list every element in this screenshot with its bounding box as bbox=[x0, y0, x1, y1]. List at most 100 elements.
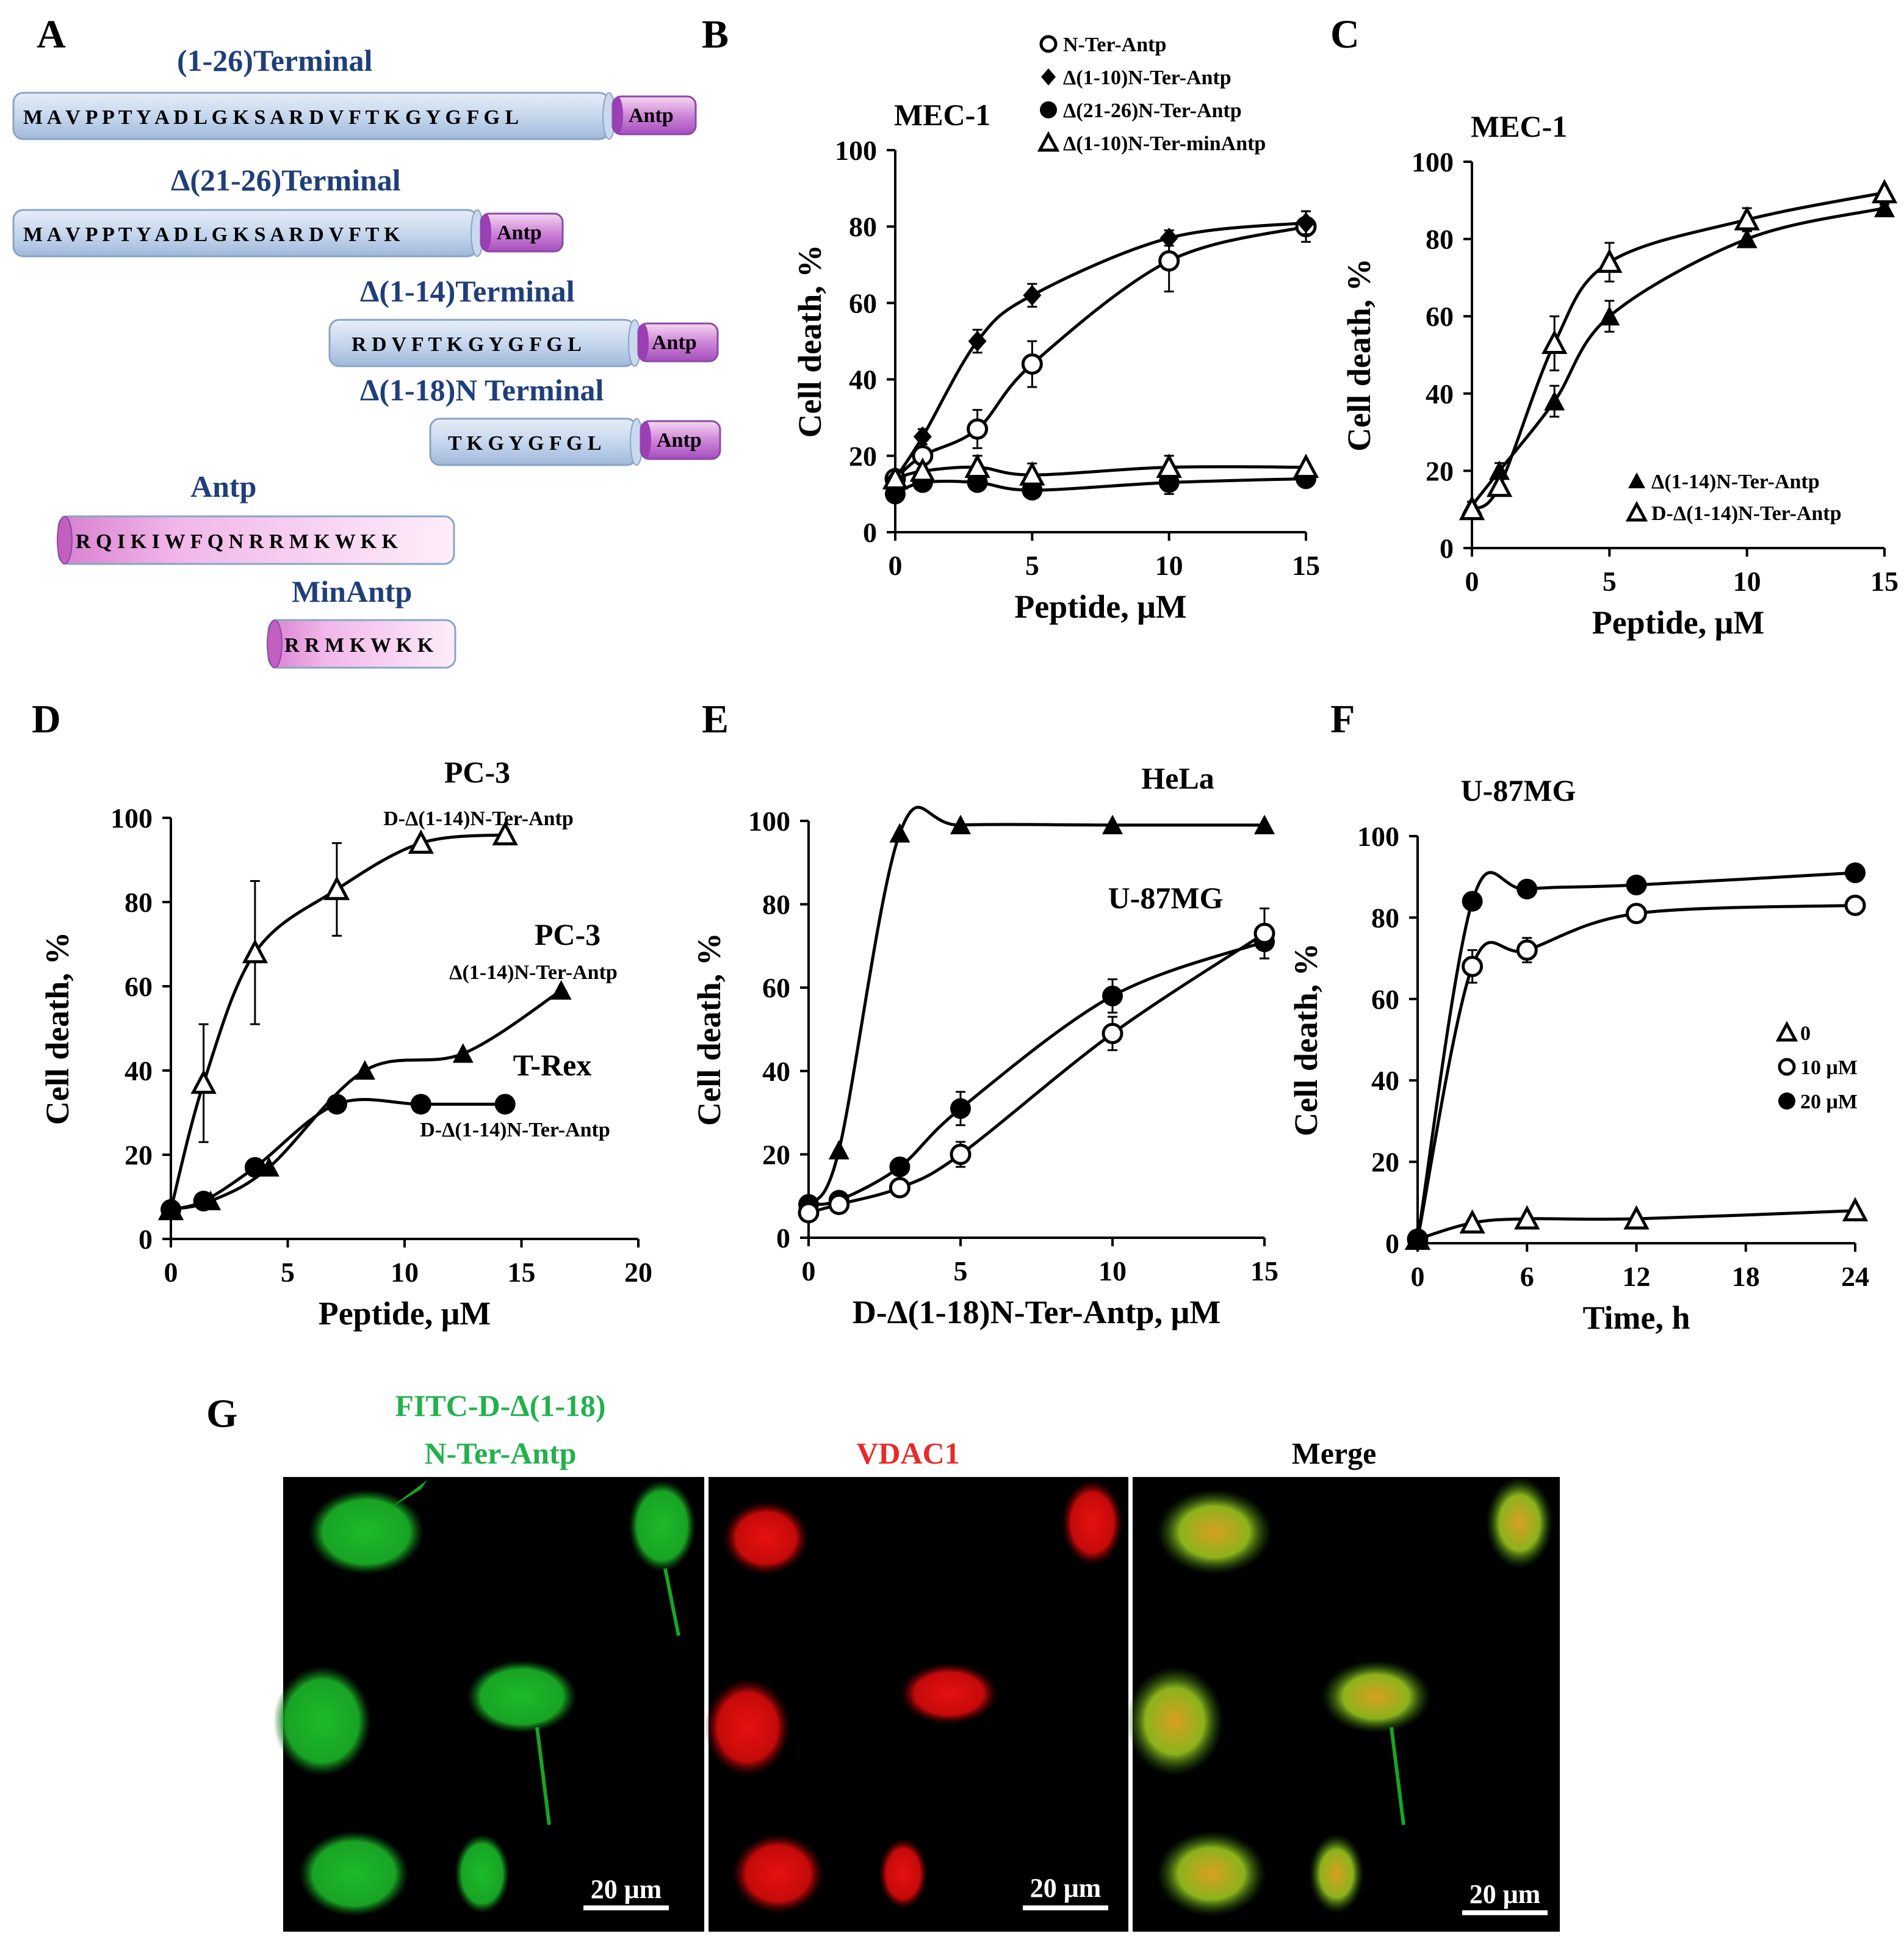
data-point bbox=[1486, 472, 1513, 497]
x-axis-label: Peptide, μM bbox=[319, 1295, 491, 1332]
data-point bbox=[1734, 206, 1760, 231]
data-point bbox=[889, 1177, 911, 1199]
x-axis-label: Time, h bbox=[1582, 1299, 1690, 1336]
data-point bbox=[1102, 1022, 1123, 1044]
panel-letter-g: G bbox=[206, 1392, 237, 1436]
antp-tag-label: Antp bbox=[652, 331, 697, 354]
data-point bbox=[909, 457, 936, 482]
x-axis-label: Peptide, μM bbox=[1014, 588, 1187, 625]
x-tick-label: 10 bbox=[1155, 550, 1183, 581]
y-tick-label: 40 bbox=[1371, 1065, 1399, 1096]
data-point bbox=[1778, 1092, 1795, 1110]
y-tick-label: 0 bbox=[139, 1224, 153, 1255]
series-line bbox=[894, 225, 1307, 480]
x-tick-label: 15 bbox=[1250, 1255, 1278, 1287]
x-tick-label: 5 bbox=[281, 1257, 295, 1288]
x-tick-label: 24 bbox=[1841, 1261, 1869, 1292]
series-line bbox=[1471, 206, 1885, 507]
data-point bbox=[1625, 500, 1648, 522]
cell-line-label: T-Rex bbox=[513, 1048, 592, 1082]
y-tick-label: 40 bbox=[124, 1055, 153, 1086]
data-point bbox=[1297, 212, 1315, 233]
peptide-sequence: M A V P P T Y A D L G K S A R D V F T K bbox=[23, 223, 400, 246]
data-point bbox=[1293, 453, 1319, 478]
legend-label: Δ(1-10)N-Ter-Antp bbox=[1063, 67, 1231, 89]
cell-line-label: PC-3 bbox=[535, 917, 600, 951]
series-line bbox=[1471, 191, 1885, 511]
chart-f: 0 6 12 18 24 0 20 40 60 80 100 Time, h Cell death, %… bbox=[1288, 773, 1869, 1336]
x-axis-label: D-Δ(1-18)N-Ter-Antp, μM bbox=[853, 1294, 1221, 1331]
data-point bbox=[1023, 284, 1042, 306]
data-point bbox=[1037, 131, 1060, 152]
series bbox=[1404, 1197, 1869, 1250]
data-point bbox=[1041, 68, 1056, 85]
y-tick-label: 80 bbox=[849, 211, 877, 242]
y-tick-label: 100 bbox=[1412, 146, 1454, 178]
data-point bbox=[1254, 814, 1275, 834]
series-line bbox=[895, 465, 1307, 480]
panel-letter-e: E bbox=[702, 697, 729, 742]
series-line bbox=[1416, 871, 1856, 1240]
x-tick-label: 15 bbox=[1292, 550, 1320, 581]
peptide-bar-1-14: R D V F T K G Y G F G L Antp bbox=[328, 319, 719, 367]
data-point bbox=[1874, 197, 1895, 217]
data-point bbox=[1462, 955, 1484, 977]
series bbox=[798, 806, 1275, 1214]
peptide-sequence: R D V F T K G Y G F G L bbox=[352, 333, 582, 356]
y-tick-label: 80 bbox=[1371, 902, 1399, 933]
data-point bbox=[1775, 1020, 1798, 1042]
y-tick-label: 60 bbox=[1426, 301, 1454, 332]
panel-letter-c: C bbox=[1330, 12, 1360, 57]
cell-line-label: PC-3 bbox=[444, 755, 510, 789]
data-point bbox=[193, 1190, 214, 1211]
chart-d: 0 5 10 15 20 0 20 40 60 80 100 Peptide, μM Cell deat… bbox=[39, 755, 652, 1332]
data-point bbox=[964, 453, 990, 478]
panel-letter-f: F bbox=[1330, 697, 1355, 742]
y-tick-label: 80 bbox=[124, 887, 153, 918]
data-point bbox=[1407, 1229, 1428, 1250]
legend-label: 10 μM bbox=[1800, 1056, 1858, 1079]
data-point bbox=[1019, 461, 1045, 486]
peptide-bar-1-18: T K G Y G F G L Antp bbox=[429, 417, 721, 466]
data-point bbox=[1516, 878, 1538, 900]
antp-tag-label: Antp bbox=[629, 104, 674, 127]
data-point bbox=[1039, 35, 1058, 53]
series bbox=[1459, 179, 1898, 521]
y-tick-label: 100 bbox=[748, 806, 790, 837]
y-tick-label: 40 bbox=[1426, 378, 1454, 410]
x-tick-label: 6 bbox=[1520, 1261, 1534, 1292]
data-point bbox=[1040, 101, 1057, 118]
peptide-label-minantp: MinAntp bbox=[292, 574, 412, 608]
x-tick-label: 0 bbox=[802, 1255, 816, 1287]
data-point bbox=[1156, 453, 1182, 478]
y-tick-label: 40 bbox=[849, 364, 877, 395]
data-point bbox=[242, 939, 269, 964]
chart-b: 0 5 10 15 0 20 40 60 80 100 Peptide, μM Cell death,… bbox=[792, 34, 1320, 625]
series-line bbox=[807, 806, 1264, 1205]
y-tick-label: 60 bbox=[1371, 984, 1399, 1015]
series bbox=[1407, 862, 1866, 1250]
data-point bbox=[190, 1069, 217, 1094]
data-point bbox=[828, 1193, 850, 1215]
data-point bbox=[1845, 862, 1866, 884]
y-tick-label: 0 bbox=[863, 517, 877, 548]
data-point bbox=[1844, 894, 1866, 916]
data-point bbox=[950, 1098, 971, 1119]
series bbox=[885, 468, 1316, 505]
scale-bar-label: 20 μm bbox=[591, 1874, 662, 1904]
data-point bbox=[1102, 985, 1123, 1006]
chart-c: 0 5 10 15 0 20 40 60 80 100 Peptide, μM Cell death,… bbox=[1341, 109, 1899, 641]
cell-line-label: U-87MG bbox=[1461, 773, 1576, 807]
data-point bbox=[1736, 228, 1758, 248]
data-point bbox=[1102, 814, 1123, 834]
peptide-bar-21-26: M A V P P T Y A D L G K S A R D V F T K … bbox=[12, 209, 564, 258]
data-point bbox=[1626, 903, 1647, 925]
x-tick-label: 0 bbox=[1411, 1261, 1425, 1292]
legend-label: Δ(1-14)N-Ter-Antp bbox=[1651, 471, 1820, 493]
series bbox=[798, 907, 1275, 1224]
data-point bbox=[244, 1157, 265, 1178]
y-tick-label: 80 bbox=[762, 889, 790, 920]
scale-bar-label: 20 μm bbox=[1469, 1879, 1541, 1909]
y-tick-label: 60 bbox=[762, 972, 790, 1003]
x-tick-label: 5 bbox=[954, 1255, 968, 1287]
